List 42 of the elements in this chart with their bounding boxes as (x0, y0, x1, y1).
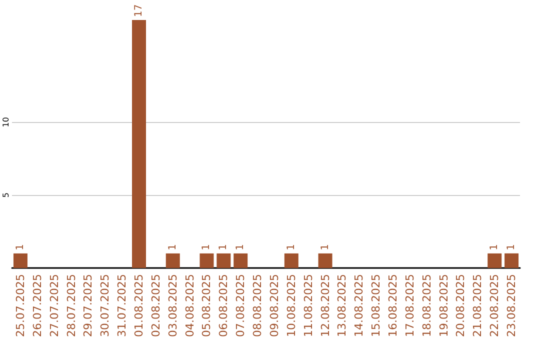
data-label: 1 (506, 244, 518, 250)
x-tick-label: 10.08.2025 (284, 274, 298, 338)
x-tick-label: 19.08.2025 (437, 274, 450, 338)
data-label: 1 (167, 244, 178, 250)
x-tick-label: 15.08.2025 (370, 274, 383, 338)
x-tick-label: 05.08.2025 (200, 274, 214, 338)
x-tick-label: 17.08.2025 (403, 274, 416, 338)
x-tick-label: 08.08.2025 (251, 274, 264, 338)
data-label: 1 (201, 244, 212, 250)
x-tick-label: 30.07.2025 (98, 274, 112, 338)
x-tick-label: 25.07.2025 (14, 274, 27, 338)
x-tick-label: 26.07.2025 (30, 274, 44, 338)
data-label: 1 (218, 244, 230, 250)
x-tick-label: 23.08.2025 (505, 274, 518, 338)
x-tick-label: 12.08.2025 (318, 274, 332, 338)
y-tick-label: 5 (2, 192, 10, 198)
x-tick-label: 01.08.2025 (132, 274, 146, 338)
x-tick-label: 18.08.2025 (420, 274, 434, 338)
x-tick-label: 27.07.2025 (48, 274, 61, 338)
y-tick-label: 10 (2, 117, 10, 128)
x-tick-label: 02.08.2025 (149, 274, 162, 338)
data-label: 1 (14, 244, 26, 250)
data-label: 1 (489, 244, 500, 250)
x-tick-label: 28.07.2025 (64, 274, 78, 338)
x-tick-label: 06.08.2025 (217, 274, 230, 338)
data-label: 1 (286, 244, 297, 250)
x-tick-label: 21.08.2025 (471, 274, 484, 338)
data-label: 1 (235, 244, 246, 250)
x-tick-label: 07.08.2025 (234, 274, 248, 338)
data-label: 1 (320, 244, 331, 250)
x-tick-label: 22.08.2025 (488, 274, 502, 338)
x-tick-label: 14.08.2025 (352, 274, 366, 338)
x-tick-label: 03.08.2025 (166, 274, 180, 338)
x-tick-label: 29.07.2025 (82, 274, 95, 338)
data-label: 17 (134, 4, 144, 17)
x-tick-label: 09.08.2025 (268, 274, 281, 338)
x-tick-label: 11.08.2025 (302, 274, 315, 338)
x-tick-label: 31.07.2025 (116, 274, 129, 338)
x-tick-label: 20.08.2025 (454, 274, 468, 338)
x-tick-label: 16.08.2025 (386, 274, 400, 338)
x-tick-label: 04.08.2025 (183, 274, 196, 338)
x-tick-label: 13.08.2025 (336, 274, 349, 338)
